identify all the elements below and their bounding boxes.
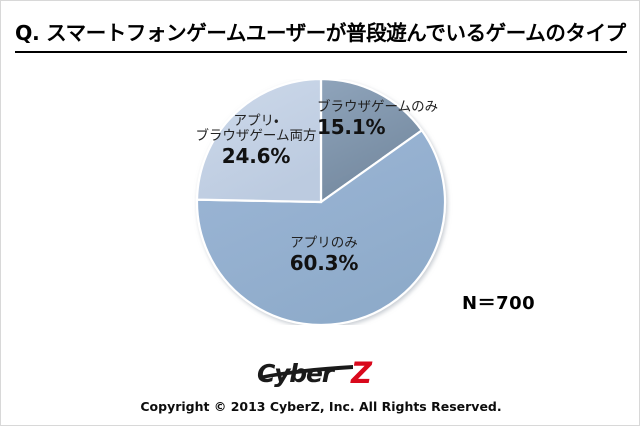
cyberz-logo-accent-text: Z	[350, 359, 373, 389]
pie-label-browser-only-value: 15.1%	[317, 115, 386, 140]
pie-label-app-only-value: 60.3%	[289, 251, 359, 276]
pie-slice-both[interactable]	[195, 79, 323, 204]
sample-size-annotation: N＝700	[462, 293, 536, 314]
pie-slice-browser-only[interactable]	[319, 79, 424, 205]
copyright-text: Copyright © 2013 CyberZ, Inc. All Rights…	[140, 399, 502, 414]
pie-svg	[195, 79, 447, 325]
page-title-text: Q. スマートフォンゲームユーザーが普段遊んでいるゲームのタイプ	[15, 21, 626, 45]
pie-label-both: アプリ・ ブラウザゲーム両方 24.6%	[165, 113, 347, 169]
pie-chart: ブラウザゲームのみ 15.1% アプリ・ ブラウザゲーム両方 24.6% アプリ…	[171, 79, 471, 325]
pie-label-app-only: アプリのみ 60.3%	[249, 235, 399, 276]
pie-label-both-name-line2: ブラウザゲーム両方	[195, 128, 317, 145]
pie-label-app-only-name: アプリのみ	[290, 235, 358, 251]
cyberz-logo-svg: Cyber Z	[257, 359, 373, 389]
pie-label-browser-only: ブラウザゲームのみ 15.1%	[317, 99, 439, 140]
cyberz-logo-swoosh-icon	[259, 365, 353, 379]
pie-label-both-name-line1: アプリ・	[233, 113, 279, 129]
pie-slices-group	[195, 79, 447, 325]
pie-graphic	[171, 79, 471, 325]
pie-label-browser-only-name: ブラウザゲームのみ	[317, 99, 439, 115]
pie-label-both-value: 24.6%	[221, 144, 291, 169]
cyberz-logo: Cyber Z	[257, 359, 391, 389]
pie-slice-app-only[interactable]	[195, 128, 447, 325]
cyberz-logo-wordmark: Cyber Z	[257, 359, 373, 389]
title-underline-rule	[15, 51, 627, 53]
page-title: Q. スマートフォンゲームユーザーが普段遊んでいるゲームのタイプ	[15, 19, 627, 59]
